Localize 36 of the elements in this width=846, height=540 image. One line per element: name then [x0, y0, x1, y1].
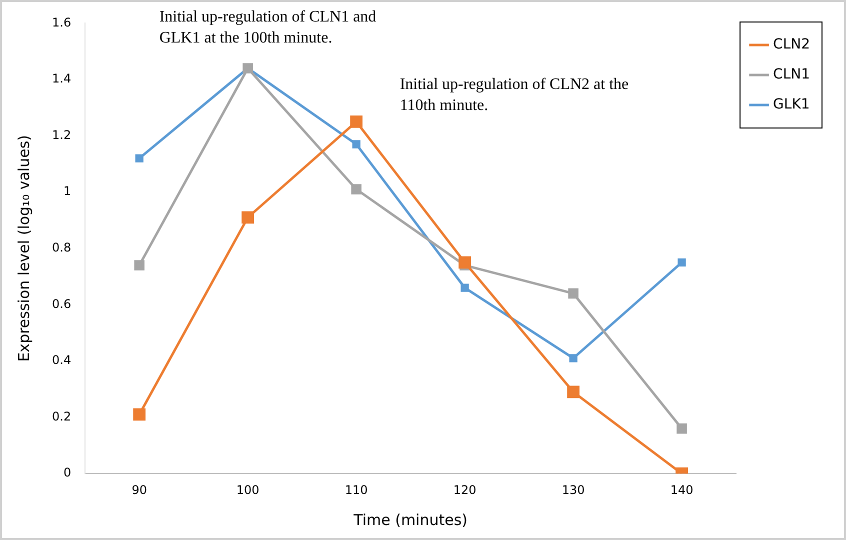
- point: [458, 256, 472, 269]
- x-tick-label: 100: [236, 482, 260, 497]
- x-tick-label: 110: [344, 482, 368, 497]
- y-tick-label: 0.4: [52, 353, 72, 368]
- x-axis-title: Time (minutes): [352, 510, 468, 529]
- y-tick-label: 0: [63, 466, 72, 480]
- x-tick-label: 90: [132, 482, 147, 497]
- annotation: Initial up-regulation of CLN2 at the 110th minute.: [400, 76, 629, 114]
- point: [568, 288, 578, 299]
- point: [133, 408, 146, 421]
- x-tick-label: 120: [453, 482, 476, 497]
- annotation: Initial up-regulation of CLN1 and GLK1 at the 100th minute.: [159, 8, 376, 46]
- y-tick-label: 1: [63, 184, 72, 198]
- y-tick-label: 0.6: [52, 296, 72, 311]
- legend-label: CLN1: [773, 66, 810, 83]
- point: [134, 260, 144, 270]
- point: [135, 154, 144, 162]
- point: [676, 423, 687, 434]
- point: [242, 211, 254, 224]
- y-tick-label: 1.2: [52, 128, 72, 142]
- legend-label: CLN2: [773, 36, 810, 53]
- x-tick-label: 130: [562, 482, 585, 497]
- point: [567, 386, 580, 398]
- point: [678, 258, 686, 267]
- y-axis-title: Expression level (log₁₀ values): [14, 135, 33, 362]
- x-tick-label: 140: [670, 482, 694, 497]
- point: [569, 354, 578, 362]
- y-tick-label: 0.8: [52, 240, 72, 255]
- point: [352, 140, 360, 148]
- y-tick-label: 1.6: [52, 15, 72, 30]
- y-tick-label: 1.4: [52, 72, 72, 86]
- legend-label: GLK1: [773, 96, 810, 113]
- point: [351, 184, 362, 194]
- point: [350, 116, 363, 128]
- y-tick-label: 0.2: [52, 409, 72, 424]
- point: [460, 284, 469, 292]
